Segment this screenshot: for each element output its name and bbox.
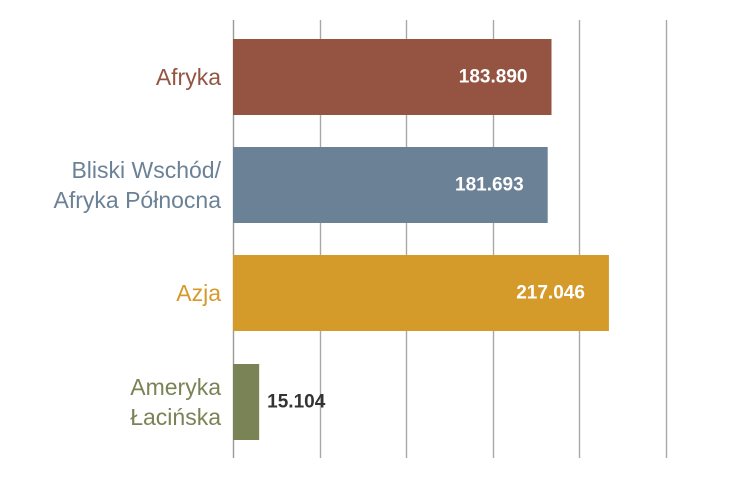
bar — [233, 147, 548, 223]
bar-value-label: 181.693 — [455, 175, 524, 196]
bar-value-label: 15.104 — [267, 392, 326, 413]
category-label: Afryka — [156, 64, 221, 90]
bar — [233, 255, 609, 331]
category-label: Łacińska — [130, 404, 221, 430]
bar-value-label: 183.890 — [459, 67, 528, 88]
bar — [233, 364, 260, 440]
category-label: Bliski Wschód/ — [71, 157, 221, 183]
bar-value-label: 217.046 — [516, 283, 585, 304]
label-layer: 183.890 Afryka 181.693 Bliski Wschód/Afryka… — [54, 64, 585, 430]
bar — [233, 39, 552, 115]
category-label: Afryka Północna — [54, 187, 222, 213]
bar-layer — [233, 39, 609, 440]
category-label: Azja — [176, 280, 221, 306]
category-label: Ameryka — [130, 374, 221, 400]
